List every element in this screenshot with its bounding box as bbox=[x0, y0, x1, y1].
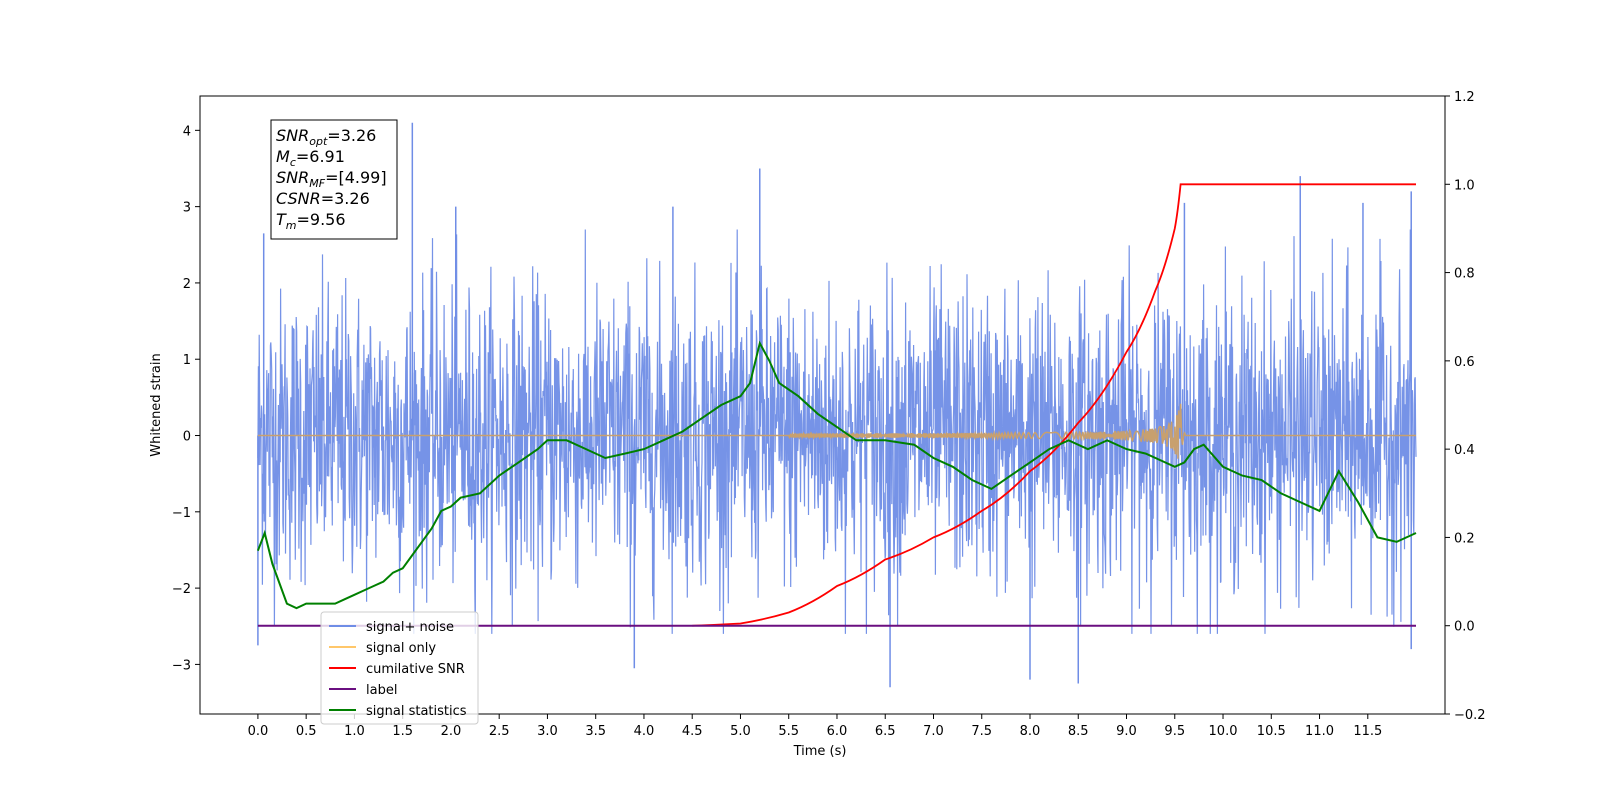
x-tick-label: 0.5 bbox=[296, 724, 317, 739]
axes-frame bbox=[199, 95, 1446, 715]
legend-item-label: cumilative SNR bbox=[366, 662, 465, 677]
series-signal-noise bbox=[257, 229, 1417, 634]
y-tick-label: 3 bbox=[183, 201, 191, 216]
x-tick-label: 3.5 bbox=[585, 724, 606, 739]
y-tick-label: 2 bbox=[183, 277, 191, 292]
y2-tick-label: 1.0 bbox=[1454, 178, 1475, 193]
annotation-line: SNRMF=[4.99] bbox=[276, 168, 387, 190]
x-tick-label: 6.5 bbox=[875, 724, 896, 739]
x-tick-label: 6.0 bbox=[827, 724, 848, 739]
plot-area bbox=[256, 122, 1417, 688]
annotation-line: SNRopt=3.26 bbox=[276, 126, 376, 148]
x-axis-label: Time (s) bbox=[793, 744, 847, 759]
x-tick-label: 2.5 bbox=[489, 724, 510, 739]
legend-item-label: signal only bbox=[366, 641, 436, 656]
legend: signal+ noise signal only cumilative SNR la… bbox=[320, 611, 479, 725]
x-tick-label: 7.5 bbox=[971, 724, 992, 739]
y2-tick-label: 0.8 bbox=[1454, 267, 1475, 282]
x-tick-label: 10.0 bbox=[1209, 724, 1238, 739]
x-tick-label: 5.5 bbox=[778, 724, 799, 739]
x-tick-label: 9.0 bbox=[1116, 724, 1137, 739]
x-tick-label: 3.0 bbox=[537, 724, 558, 739]
y-tick-label: −1 bbox=[172, 506, 191, 521]
y-tick-label: 0 bbox=[183, 430, 191, 445]
y2-tick-label: 0.0 bbox=[1454, 620, 1475, 635]
y2-tick-label: 0.4 bbox=[1454, 443, 1475, 458]
x-tick-label: 8.0 bbox=[1020, 724, 1041, 739]
x-tick-label: 11.5 bbox=[1353, 724, 1382, 739]
y2-tick-label: 0.6 bbox=[1454, 355, 1475, 370]
x-tick-label: 0.0 bbox=[248, 724, 269, 739]
axes: 0.0 0.5 1.0 1.5 2.0 2.5 3.0 3.5 4.0 4.5 5.0 5.5 6.0 6… bbox=[172, 90, 1486, 739]
x-tick-label: 5.0 bbox=[730, 724, 751, 739]
x-tick-label: 1.5 bbox=[392, 724, 413, 739]
x-tick-label: 2.0 bbox=[441, 724, 462, 739]
x-tick-label: 1.0 bbox=[344, 724, 365, 739]
series-signal-statistics bbox=[256, 340, 1417, 610]
legend-frame bbox=[320, 611, 479, 725]
x-tick-label: 11.0 bbox=[1305, 724, 1334, 739]
annotation-line: Tm=9.56 bbox=[276, 210, 346, 232]
y-tick-label: 4 bbox=[183, 124, 191, 139]
annotation-line: Mc=6.91 bbox=[276, 147, 345, 169]
x-tick-label: 4.5 bbox=[682, 724, 703, 739]
y-axis-label: Whitened strain bbox=[149, 353, 164, 456]
annotation-line: CSNR=3.26 bbox=[276, 189, 370, 208]
x-tick-label: 9.5 bbox=[1164, 724, 1185, 739]
y2-tick-label: −0.2 bbox=[1454, 708, 1486, 723]
x-tick-label: 10.5 bbox=[1257, 724, 1286, 739]
series-signal-only bbox=[257, 403, 1416, 459]
legend-item-label: signal+ noise bbox=[366, 620, 454, 635]
y2-tick-label: 1.2 bbox=[1454, 90, 1475, 105]
y-tick-label: −3 bbox=[172, 658, 191, 673]
x-tick-label: 7.0 bbox=[923, 724, 944, 739]
y-tick-label: 1 bbox=[183, 353, 191, 368]
series-cumulative-snr bbox=[692, 183, 1416, 627]
legend-item-label: signal statistics bbox=[366, 704, 467, 719]
legend-item-label: label bbox=[366, 683, 397, 698]
x-tick-label: 8.5 bbox=[1068, 724, 1089, 739]
annotation-frame bbox=[270, 119, 398, 240]
y2-tick-label: 0.2 bbox=[1454, 531, 1475, 546]
x-tick-label: 4.0 bbox=[634, 724, 655, 739]
y-tick-label: −2 bbox=[172, 582, 191, 597]
